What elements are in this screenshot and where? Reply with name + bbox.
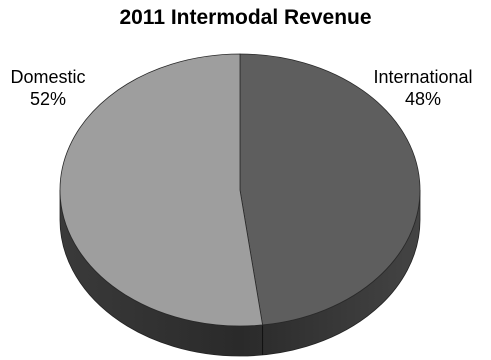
pie-slice-domestic: [59, 53, 264, 327]
pie-slice-international: [239, 53, 421, 326]
slice-percent-international: 48%: [404, 89, 442, 109]
chart-title: 2011 Intermodal Revenue: [119, 6, 372, 29]
slice-name-international: International: [373, 67, 473, 87]
slice-name-domestic: Domestic: [10, 67, 86, 87]
slice-label-international: International 48%: [360, 66, 486, 110]
slice-label-domestic: Domestic 52%: [0, 66, 96, 110]
slice-percent-domestic: 52%: [29, 89, 67, 109]
